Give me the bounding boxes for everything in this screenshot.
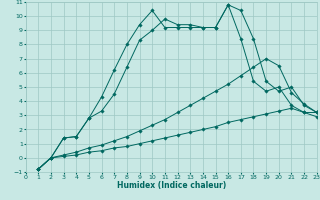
X-axis label: Humidex (Indice chaleur): Humidex (Indice chaleur) [116, 181, 226, 190]
